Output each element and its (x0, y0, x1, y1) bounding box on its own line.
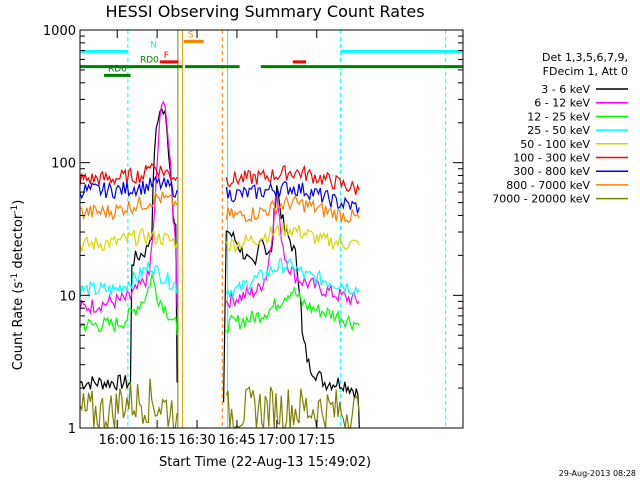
chart-title: HESSI Observing Summary Count Rates (105, 2, 424, 21)
flag-label-4: RD6 (108, 64, 127, 74)
series-line-5-b (225, 164, 360, 195)
series-line-6 (79, 175, 178, 200)
flag-label-3: RD0 (140, 56, 159, 66)
legend-label-4: 50 - 100 keV (520, 138, 590, 151)
series-line-0 (79, 106, 178, 392)
legend-header-decimation: FDecim 1, Att 0 (543, 65, 628, 78)
y-tick-label-2: 100 (51, 157, 76, 172)
series-line-1-b (225, 192, 360, 309)
y-axis-ticks: 1 10 100 1000 (43, 24, 463, 437)
x-axis-ticks: 16:00 16:15 16:30 16:45 17:00 17:15 (99, 30, 335, 448)
footnote-timestamp: 29-Aug-2013 08:28 (559, 469, 636, 478)
flag-layer: NF S RD0 RD6 (80, 30, 463, 77)
x-tick-label-5: 17:15 (298, 433, 335, 448)
y-axis-label-mid: detector (11, 213, 26, 273)
y-axis-label-exp1: -1 (10, 273, 20, 282)
legend-header-detectors: Det 1,3,5,6,7,9, (542, 51, 628, 64)
plot-frame (79, 29, 464, 429)
flag-label-1: F (164, 51, 169, 61)
series-line-4-b (225, 222, 360, 254)
series-line-1 (79, 100, 178, 316)
svg-text:Count Rate (s-1 detector-1): Count Rate (s-1 detector-1) (10, 200, 26, 371)
series-line-8 (79, 378, 178, 429)
legend-label-3: 25 - 50 keV (527, 124, 590, 137)
series-line-8-b (225, 385, 360, 429)
series-line-7-b (225, 194, 360, 224)
legend-label-0: 3 - 6 keV (541, 83, 590, 96)
legend-label-5: 100 - 300 keV (513, 152, 590, 165)
y-tick-label-1: 10 (59, 289, 76, 304)
flag-label-0: N (150, 40, 157, 50)
legend-label-1: 6 - 12 keV (534, 97, 590, 110)
series-line-2 (79, 274, 178, 336)
series-line-2-b (225, 286, 360, 334)
x-tick-label-2: 16:30 (178, 433, 215, 448)
y-tick-label-0: 1 (68, 422, 76, 437)
y-tick-label-3: 1000 (43, 24, 76, 39)
legend-label-7: 800 - 7000 keV (506, 179, 590, 192)
legend: Det 1,3,5,6,7,9, FDecim 1, Att 0 3 - 6 k… (492, 51, 628, 206)
series-layer (79, 30, 447, 429)
legend-label-8: 7000 - 20000 keV (492, 193, 590, 206)
y-axis-label-main: Count Rate (s (11, 282, 26, 371)
legend-label-6: 300 - 800 keV (513, 165, 590, 178)
x-tick-label-1: 16:15 (138, 433, 175, 448)
series-line-3-b (225, 257, 360, 299)
series-line-0-b (223, 185, 360, 429)
series-line-3 (79, 261, 178, 298)
legend-label-2: 12 - 25 keV (527, 110, 590, 123)
x-tick-label-3: 16:45 (218, 433, 255, 448)
series-line-6-b (225, 180, 360, 214)
series-line-4 (79, 228, 178, 252)
y-axis-label-end: ) (11, 200, 26, 205)
x-tick-label-4: 17:00 (258, 433, 295, 448)
flag-label-2: S (188, 30, 194, 40)
y-axis-label-exp2: -1 (10, 205, 20, 214)
series-line-7 (79, 190, 178, 221)
series-line-5 (79, 162, 178, 186)
y-axis-label: Count Rate (s-1 detector-1) (10, 200, 26, 371)
x-axis-label: Start Time (22-Aug-13 15:49:02) (159, 455, 371, 470)
x-tick-label-0: 16:00 (99, 433, 136, 448)
